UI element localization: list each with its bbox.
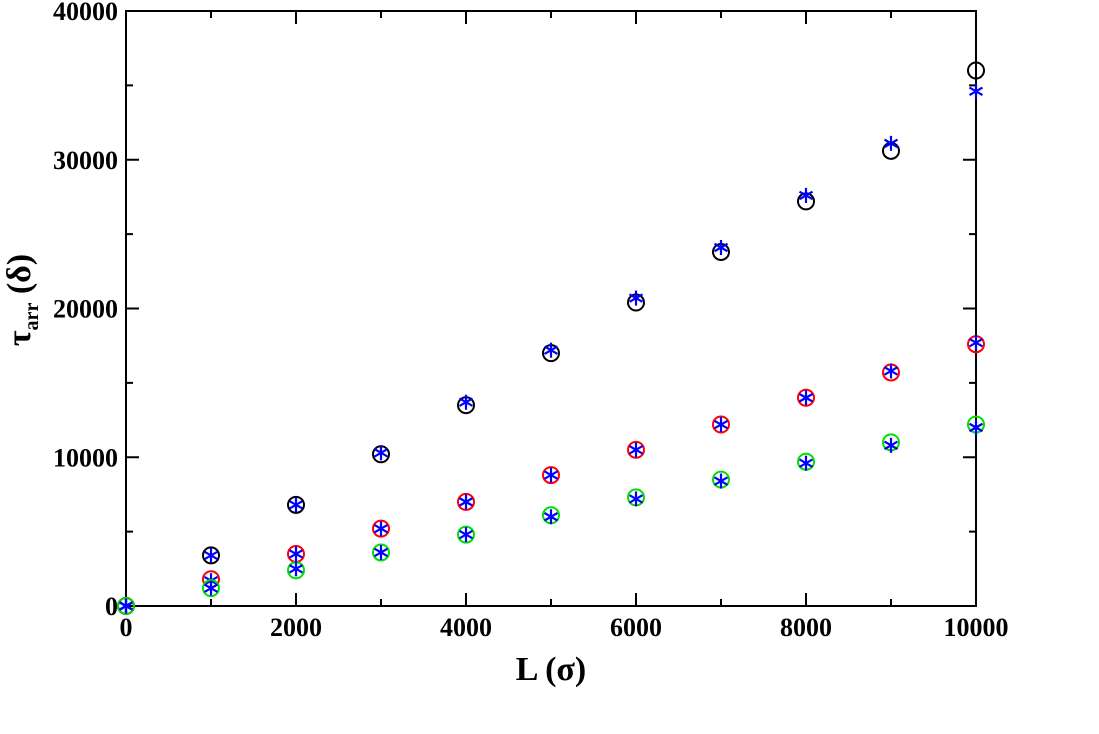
x-tick-label: 4000 <box>440 613 492 642</box>
data-point-asterisk <box>373 445 389 461</box>
data-point-circle <box>202 579 220 598</box>
x-tick-label: 2000 <box>270 613 322 642</box>
data-point-asterisk <box>288 561 304 577</box>
y-tick-label: 40000 <box>53 0 118 26</box>
data-point-asterisk <box>798 455 814 471</box>
y-axis-title-main: τ <box>1 330 38 346</box>
data-point-asterisk <box>713 240 729 256</box>
data-point-circle <box>967 61 985 80</box>
data-point-circle <box>202 546 220 565</box>
data-point-asterisk <box>798 187 814 203</box>
data-point-asterisk <box>713 417 729 433</box>
data-point-circle <box>457 492 475 511</box>
data-point-asterisk <box>543 342 559 358</box>
y-tick-label: 20000 <box>53 295 118 324</box>
data-point-asterisk <box>288 546 304 562</box>
data-point-asterisk <box>373 521 389 537</box>
data-point-circle <box>457 525 475 544</box>
data-point-asterisk <box>203 547 219 563</box>
data-point-circle <box>372 543 390 562</box>
data-point-circle <box>797 388 815 407</box>
data-point-circle <box>627 440 645 459</box>
data-point-asterisk <box>968 83 984 99</box>
data-point-asterisk <box>713 473 729 489</box>
data-point-asterisk <box>288 497 304 513</box>
y-axis-title: τarr (δ) <box>1 254 43 346</box>
data-point-asterisk <box>118 598 134 614</box>
data-point-asterisk <box>543 467 559 483</box>
axis-ticks <box>125 10 977 607</box>
data-point-circle <box>287 495 305 514</box>
data-point-asterisk <box>628 491 644 507</box>
series-0 <box>117 61 985 615</box>
data-point-asterisk <box>458 527 474 543</box>
data-point-asterisk <box>203 580 219 596</box>
data-point-asterisk <box>798 390 814 406</box>
x-axis-title: L (σ) <box>516 651 586 688</box>
series-1 <box>118 83 984 614</box>
series-5 <box>118 420 984 614</box>
data-point-circle <box>117 597 135 615</box>
data-point-circle <box>372 519 390 538</box>
data-point-asterisk <box>968 420 984 435</box>
data-point-asterisk <box>458 394 474 410</box>
x-tick-label: 0 <box>120 613 133 642</box>
data-point-asterisk <box>458 494 474 510</box>
data-points <box>117 61 985 615</box>
x-tick-label: 10000 <box>944 613 1009 642</box>
data-point-asterisk <box>628 442 644 458</box>
y-axis-title-sub: arr <box>21 303 43 331</box>
data-point-circle <box>712 415 730 434</box>
y-tick-label: 30000 <box>53 146 118 175</box>
y-tick-label: 10000 <box>53 443 118 472</box>
series-3 <box>118 335 984 614</box>
x-tick-label: 6000 <box>610 613 662 642</box>
data-point-circle <box>542 466 560 485</box>
data-point-asterisk <box>968 335 984 351</box>
y-tick-label: 0 <box>105 592 118 621</box>
x-tick-label: 8000 <box>780 613 832 642</box>
data-point-asterisk <box>373 544 389 560</box>
data-point-asterisk <box>883 135 899 151</box>
data-point-asterisk <box>883 363 899 379</box>
data-point-asterisk <box>883 437 899 453</box>
y-axis-title-rest: (δ) <box>1 254 38 303</box>
data-point-asterisk <box>628 290 644 306</box>
data-point-asterisk <box>543 509 559 525</box>
tick-labels: 0 2000 4000 6000 8000 10000 0 10000 20000 30000 40… <box>53 0 1009 642</box>
